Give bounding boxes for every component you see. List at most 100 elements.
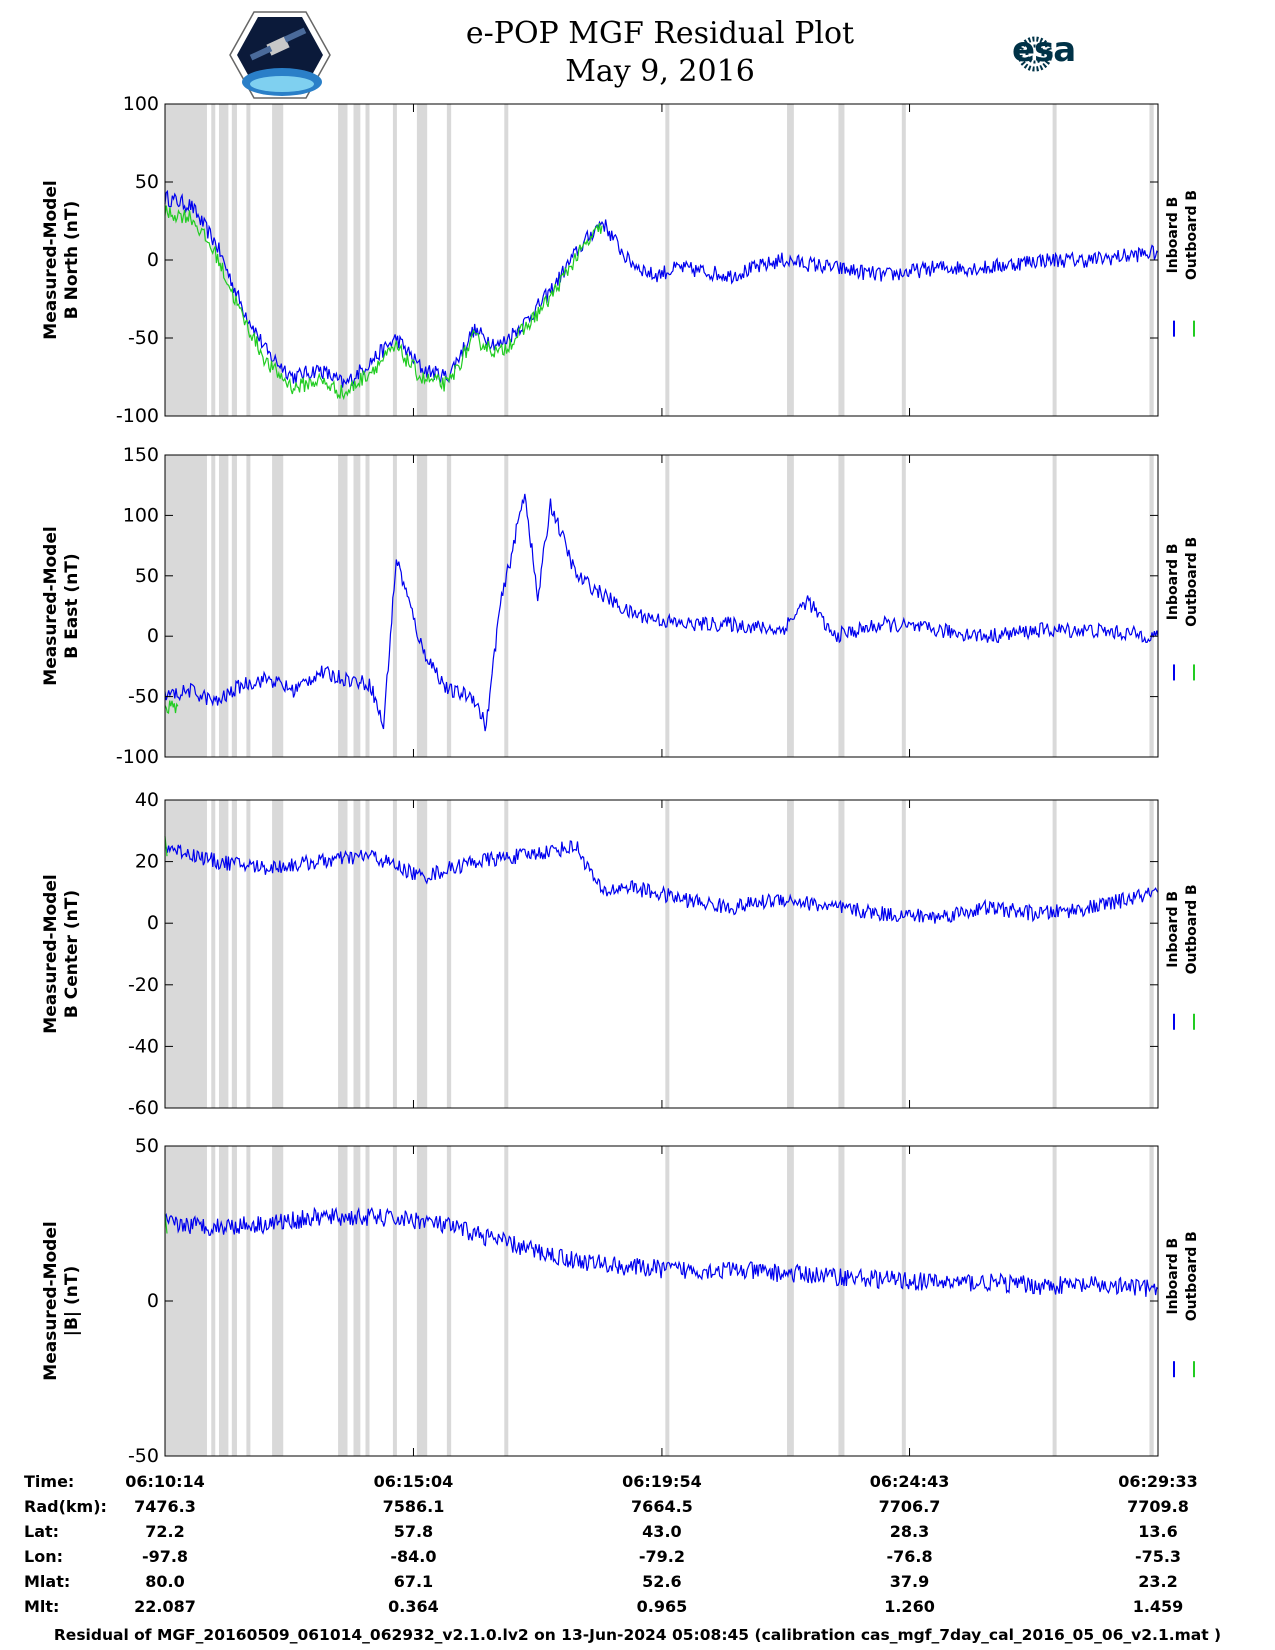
data-gap <box>838 455 845 757</box>
legend-label: Outboard B <box>1184 884 1200 974</box>
ephemeris-cell: 1.260 <box>884 1597 935 1616</box>
y-tick-label: 50 <box>135 565 159 587</box>
data-gap <box>338 800 348 1108</box>
ephemeris-row-label: Lat: <box>24 1522 60 1541</box>
legend-label: Outboard B <box>1184 1231 1200 1321</box>
ephemeris-cell: 7664.5 <box>631 1497 693 1516</box>
data-gap <box>1052 1146 1057 1456</box>
y-tick-label: 100 <box>123 93 159 115</box>
y-axis-label: B North (nT) <box>62 201 82 320</box>
data-gap <box>231 1146 237 1456</box>
data-gap <box>246 104 251 416</box>
plot-date: May 9, 2016 <box>565 54 755 89</box>
data-gap <box>211 1146 216 1456</box>
y-tick-label: -50 <box>128 1445 159 1467</box>
data-gap <box>787 800 794 1108</box>
ephemeris-cell: 67.1 <box>393 1572 434 1591</box>
data-gap <box>231 104 237 416</box>
panel-4: -50 0 50 Measured-Model |B| (nT) Inboard B Out… <box>41 1135 1200 1467</box>
data-gap <box>165 455 207 757</box>
y-axis-label: Measured-Model <box>41 180 61 339</box>
ephemeris-cell: 23.2 <box>1138 1572 1178 1591</box>
data-gap <box>272 1146 284 1456</box>
ephemeris-cell: -97.8 <box>141 1547 189 1566</box>
data-gap <box>392 455 397 757</box>
data-gap <box>218 1146 229 1456</box>
data-gap <box>504 1146 509 1456</box>
y-tick-label: 0 <box>147 912 159 934</box>
data-gap <box>392 104 397 416</box>
y-tick-label: -40 <box>128 1035 159 1057</box>
cassiope-logo-icon <box>229 11 331 99</box>
y-axis-label: |B| (nT) <box>62 1266 82 1337</box>
ephemeris-row-label: Mlat: <box>24 1572 71 1591</box>
panel-3: -60 -40 -20 0 20 40 Measured-Model B Center (nT… <box>41 789 1200 1119</box>
ephemeris-cell: 0.364 <box>388 1597 439 1616</box>
data-gap <box>665 1146 670 1456</box>
y-tick-label: -60 <box>128 1097 159 1119</box>
data-gap <box>446 800 452 1108</box>
esa-logo-text: esa <box>1012 30 1076 70</box>
data-gap <box>353 1146 361 1456</box>
y-tick-label: -50 <box>128 327 159 349</box>
y-axis-label: B Center (nT) <box>62 890 82 1018</box>
ephemeris-cell: 06:19:54 <box>622 1472 702 1491</box>
data-gap <box>416 104 428 416</box>
data-gap <box>416 800 428 1108</box>
ephemeris-cell: 06:10:14 <box>125 1472 205 1491</box>
data-gap <box>392 800 397 1108</box>
data-gap <box>338 455 348 757</box>
data-gap <box>504 455 509 757</box>
data-gap <box>272 104 284 416</box>
series-inboard <box>164 840 1159 924</box>
ephemeris-cell: 80.0 <box>145 1572 185 1591</box>
ephemeris-cell: -75.3 <box>1134 1547 1182 1566</box>
panel-1: -100 -50 0 50 100 Measured-Model B North (nT) I… <box>41 93 1200 427</box>
data-gap <box>272 455 284 757</box>
y-tick-label: -100 <box>116 405 159 427</box>
legend-label: Outboard B <box>1184 537 1200 627</box>
data-gap <box>504 800 509 1108</box>
data-gap <box>1052 455 1057 757</box>
legend-label: Outboard B <box>1184 190 1200 280</box>
data-gap <box>416 1146 428 1456</box>
data-gap <box>211 455 216 757</box>
ephemeris-cell: 28.3 <box>889 1522 930 1541</box>
esa-logo-icon <box>1017 36 1053 72</box>
y-axis-label: Measured-Model <box>41 1221 61 1380</box>
ephemeris-cell: 43.0 <box>642 1522 682 1541</box>
data-gap <box>338 1146 348 1456</box>
y-tick-label: -20 <box>128 974 159 996</box>
y-axis-label: Measured-Model <box>41 526 61 685</box>
y-tick-label: 0 <box>147 1290 159 1312</box>
data-gap <box>218 800 229 1108</box>
ephemeris-cell: 22.087 <box>134 1597 196 1616</box>
ephemeris-cell: 0.965 <box>636 1597 688 1616</box>
y-tick-label: 50 <box>135 171 159 193</box>
ephemeris-cell: 52.6 <box>642 1572 682 1591</box>
data-gap <box>365 1146 370 1456</box>
series-inboard <box>164 493 1159 732</box>
y-tick-label: -100 <box>116 746 159 768</box>
data-gap <box>416 455 428 757</box>
data-gap <box>504 104 509 416</box>
y-tick-label: 50 <box>135 1135 159 1157</box>
ephemeris-cell: 7586.1 <box>382 1497 445 1516</box>
y-tick-label: 40 <box>135 789 159 811</box>
data-gap <box>211 104 216 416</box>
data-gap <box>353 800 361 1108</box>
data-gap <box>665 455 670 757</box>
data-gap <box>353 104 361 416</box>
y-tick-label: 100 <box>123 504 159 526</box>
axes-box <box>164 454 1159 758</box>
ephemeris-cell: 7709.8 <box>1127 1497 1189 1516</box>
ephemeris-cell: 06:15:04 <box>373 1472 454 1491</box>
ephemeris-cell: 13.6 <box>1138 1522 1178 1541</box>
data-gap <box>365 104 370 416</box>
footer-caption: Residual of MGF_20160509_061014_062932_v… <box>53 1626 1222 1644</box>
y-tick-label: 0 <box>147 249 159 271</box>
legend-label: Inboard B <box>1165 891 1181 968</box>
plot-title: e-POP MGF Residual Plot <box>465 16 855 51</box>
data-gap <box>218 455 229 757</box>
